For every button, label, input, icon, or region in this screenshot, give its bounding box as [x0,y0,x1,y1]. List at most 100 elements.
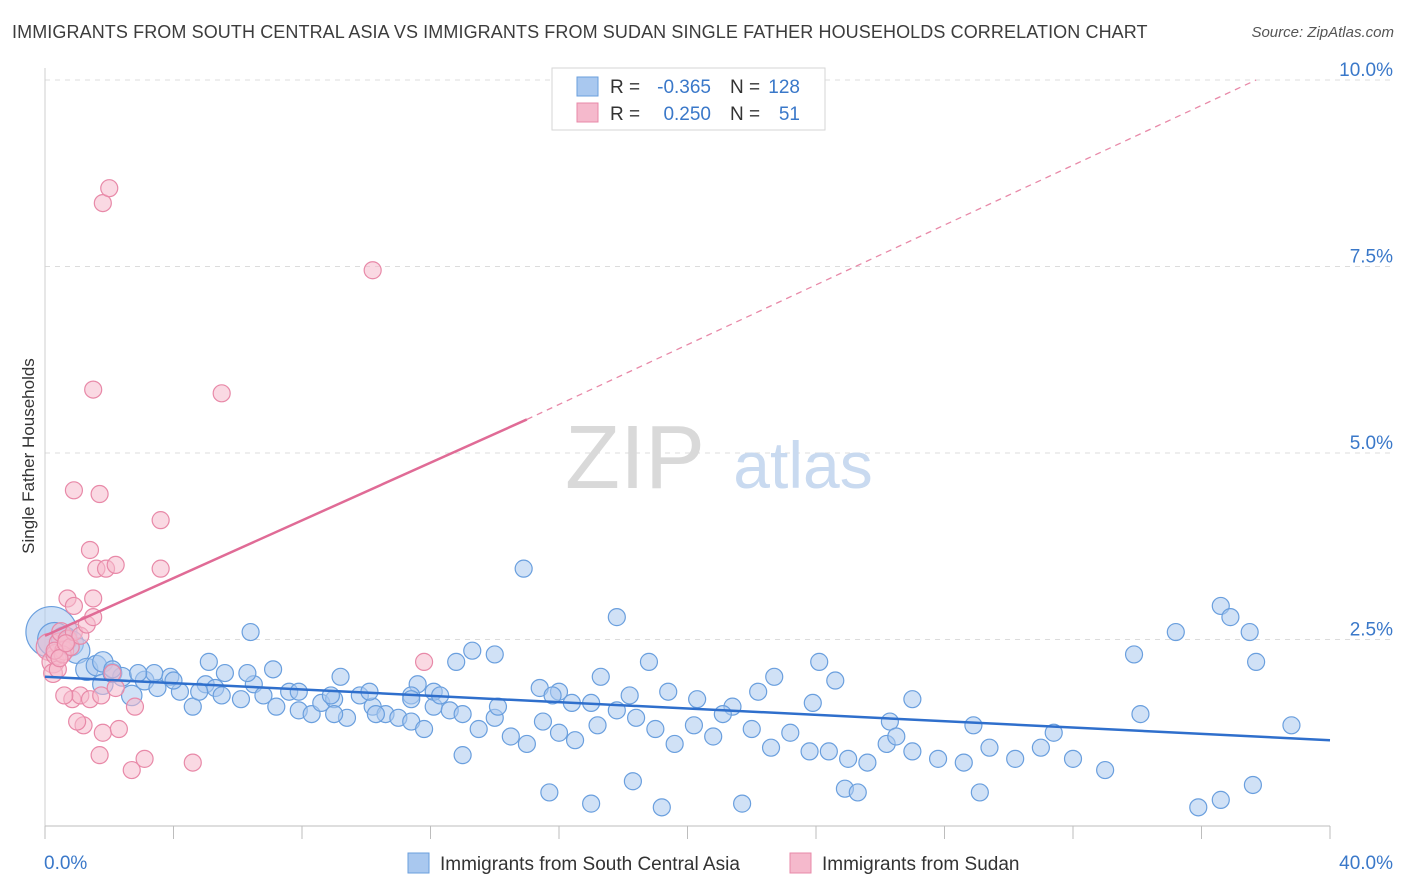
blue-point [1006,749,1025,768]
blue-point [129,663,148,683]
source-credit: Source: ZipAtlas.com [1251,24,1394,41]
legend-n-value-2: 51 [779,104,800,125]
chart-title: IMMIGRANTS FROM SOUTH CENTRAL ASIA VS IM… [12,22,1148,42]
pink-point [92,686,111,705]
blue-point [826,671,845,690]
blue-point [903,690,922,709]
blue-point [954,753,973,772]
pink-point [125,697,145,716]
blue-point [517,734,536,754]
blue-point [1124,645,1144,664]
pink-point [183,753,202,772]
x-tick-label-max: 40.0% [1339,853,1393,874]
blue-point [713,704,732,724]
pink-point [414,652,434,671]
blue-point [887,727,906,746]
blue-trend-line [44,675,1331,742]
blue-point [659,682,678,701]
blue-point [1211,790,1230,809]
legend-swatch-blue [576,76,599,97]
blue-point [453,746,472,765]
pink-trend-line [44,418,528,637]
y-tick-label: 10.0% [1339,60,1393,81]
blue-point [588,716,607,735]
blue-point [402,690,421,709]
series-pink-points [35,179,434,780]
tick-labels: 2.5% 5.0% 7.5% 10.0% 0.0% 40.0% [44,60,1393,874]
blue-point [366,704,385,724]
blue-point [463,641,482,660]
blue-point [485,645,504,664]
blue-point [639,652,659,671]
legend-r-label-2: R = [610,104,640,125]
watermark: ZIP atlas [565,408,873,508]
pink-point [122,760,141,780]
blue-point [652,798,671,817]
blue-point [289,682,308,701]
pink-point [56,634,75,653]
blue-point [238,663,257,683]
legend-r-value-2: 0.250 [663,104,711,125]
pink-point [80,540,100,560]
blue-point [623,772,642,791]
blue-point [241,622,260,642]
blue-point [1063,749,1083,768]
legend-r-value-1: -0.365 [657,77,711,98]
blue-point [665,734,684,754]
trend-lines [44,79,1331,742]
pink-point [106,678,125,698]
blue-point [646,719,665,739]
legend-r-label-1: R = [610,77,640,98]
x-tick-label-min: 0.0% [44,853,87,874]
pink-point [100,179,119,198]
blue-point [980,738,999,757]
blue-point [1031,738,1050,757]
y-tick-label: 7.5% [1350,247,1393,268]
blue-point [469,719,488,739]
pink-point [84,380,103,399]
blue-point [540,783,559,802]
pink-point [84,589,103,608]
blue-point [1243,775,1263,795]
blue-point [620,686,639,705]
pink-point [93,723,112,742]
blue-point [800,742,819,761]
blue-point [761,738,781,757]
series-legend-swatch-pink [789,852,812,874]
legend-n-value-1: 128 [768,77,800,98]
blue-point [964,716,983,735]
blue-point [1131,704,1150,724]
series-blue-points [25,559,1301,817]
stats-legend: R = -0.365 N = 128 R = 0.250 N = 51 [551,67,826,131]
blue-point [453,704,472,724]
blue-point [1189,798,1208,817]
series-legend: Immigrants from South Central Asia Immig… [407,852,1019,875]
blue-point [903,742,922,761]
blue-point [1247,652,1266,671]
pink-point [90,484,109,504]
blue-point [928,749,948,768]
pink-point [109,719,128,739]
axes [44,68,1331,839]
blue-point [164,671,183,690]
pink-point [135,749,154,768]
series-legend-label-pink: Immigrants from Sudan [822,854,1019,875]
blue-point [212,686,231,705]
blue-point [704,727,723,746]
legend-n-label-2: N = [730,104,760,125]
series-legend-swatch-blue [407,852,430,874]
blue-point [533,712,553,731]
blue-point [215,663,234,683]
series-legend-label-blue: Immigrants from South Central Asia [440,854,740,875]
blue-point [765,667,784,686]
blue-point [514,559,533,578]
blue-point [742,719,761,739]
blue-point [1221,608,1240,627]
blue-point [447,652,466,671]
blue-point [145,663,164,683]
pink-point [363,261,382,280]
pink-point [151,511,170,530]
blue-point [1096,760,1115,780]
blue-point [1044,723,1063,742]
